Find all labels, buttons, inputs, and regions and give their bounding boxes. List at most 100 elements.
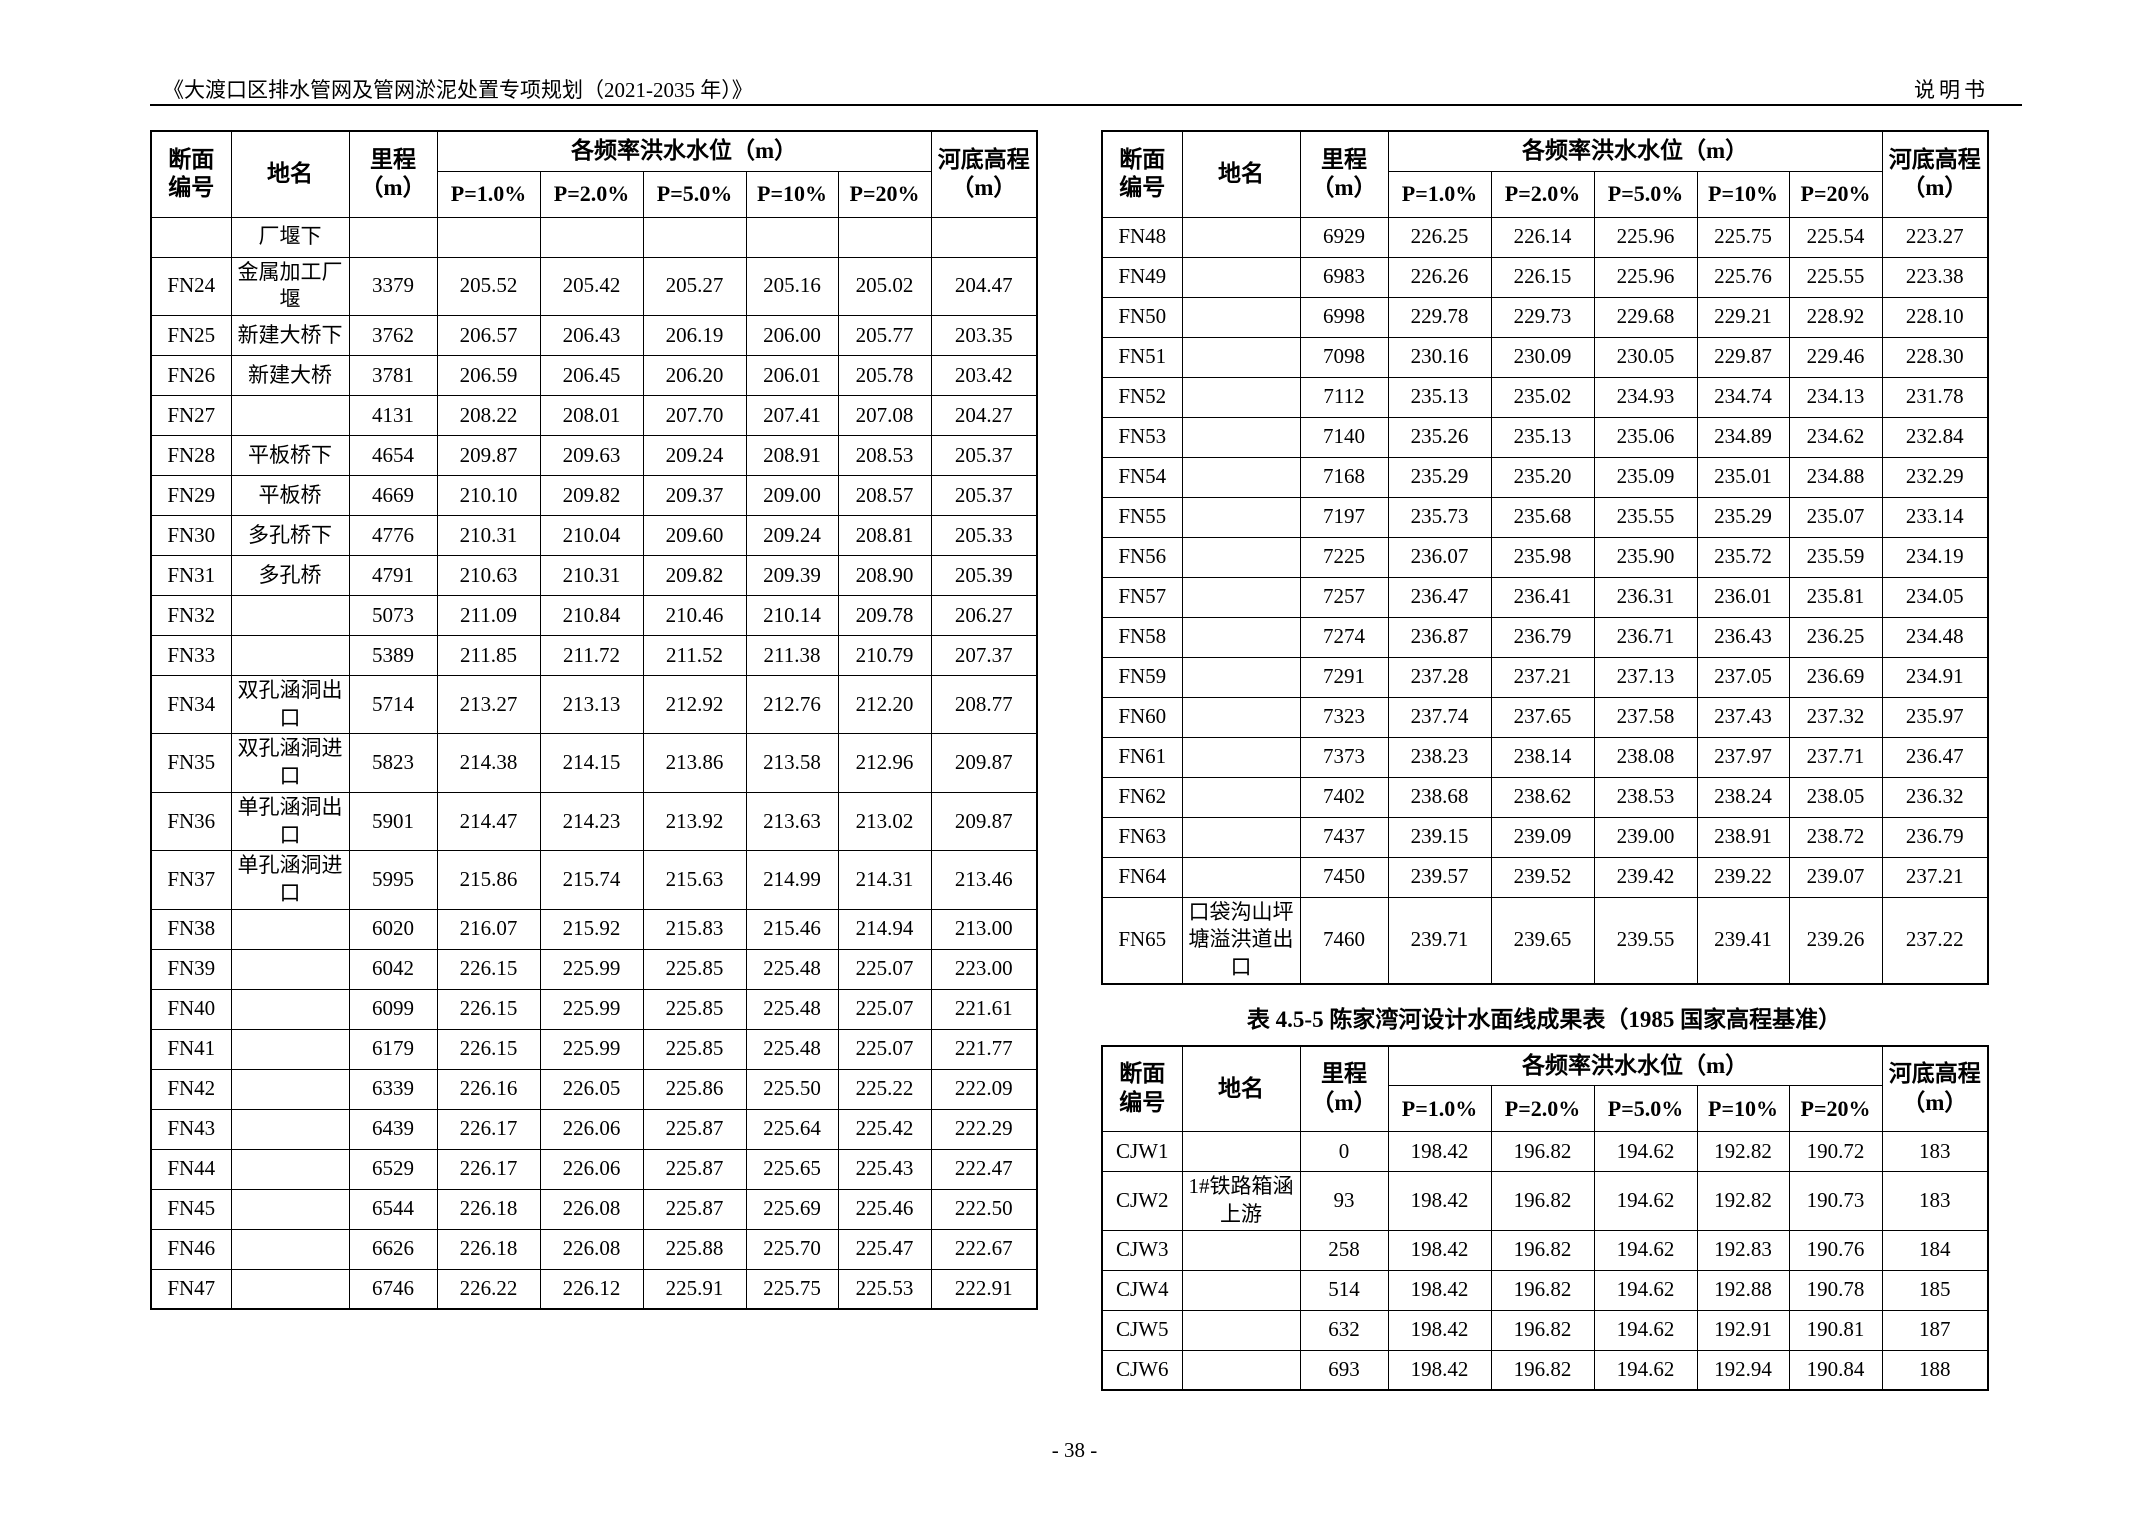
table-cell: CJW1	[1101, 1131, 1183, 1173]
table-row: CJW4 514 198.42 196.82 194.62 192.88 190.78 185	[1101, 1269, 1989, 1311]
table-cell: 7373	[1299, 736, 1389, 778]
table-cell: 236.87	[1387, 616, 1492, 658]
table-cell: 225.07	[837, 988, 932, 1030]
table-cell: 212.76	[745, 674, 839, 735]
table-cell: 213.00	[930, 908, 1038, 950]
table-cell: 多孔桥	[230, 554, 350, 596]
table-cell: 207.08	[837, 394, 932, 436]
table-cell	[1181, 296, 1301, 338]
table-cell: FN62	[1101, 776, 1183, 818]
table-cell: FN51	[1101, 336, 1183, 378]
table-cell: 236.32	[1881, 776, 1989, 818]
table-cell: 5823	[348, 733, 438, 793]
table-row: FN39 6042 226.15 225.99 225.85 225.48 225.07 22…	[150, 948, 1038, 990]
table-cell: 226.14	[1490, 216, 1595, 258]
table-cell: 225.22	[837, 1068, 932, 1110]
col-header-place-name: 地名	[1181, 130, 1301, 218]
table-cell	[1181, 416, 1301, 458]
table-cell: 225.65	[745, 1148, 839, 1190]
table-cell: 225.99	[539, 988, 644, 1030]
table-cell	[1181, 816, 1301, 858]
table-cell: FN25	[150, 314, 232, 356]
table-cell: FN55	[1101, 496, 1183, 538]
table-cell: 215.83	[642, 908, 747, 950]
table-cell: 3762	[348, 314, 438, 356]
table-cell: 225.48	[745, 948, 839, 990]
table-cell: 223.00	[930, 948, 1038, 990]
table-cell: 239.65	[1490, 896, 1595, 985]
table-cell: 190.76	[1788, 1229, 1883, 1271]
table-cell: 234.13	[1788, 376, 1883, 418]
table-cell: 198.42	[1387, 1309, 1492, 1351]
table-cell: 205.37	[930, 474, 1038, 516]
table-cell: 6544	[348, 1188, 438, 1230]
table-cell	[1181, 376, 1301, 418]
table-row: FN62 7402 238.68 238.62 238.53 238.24 238.05 23…	[1101, 776, 1989, 818]
table-cell: 3379	[348, 256, 438, 316]
table-cell: FN40	[150, 988, 232, 1030]
table-cell: 238.53	[1593, 776, 1698, 818]
table-cell: CJW5	[1101, 1309, 1183, 1351]
table-cell: 226.15	[436, 1028, 541, 1070]
table-cell: 7225	[1299, 536, 1389, 578]
table-row: FN54 7168 235.29 235.20 235.09 235.01 234.88 23…	[1101, 456, 1989, 498]
col-header-chainage: 里程 （m）	[348, 130, 438, 218]
flood-table-fn48-fn65: 断面 编号 地名 里程 （m） 各频率洪水水位（m） 河底高程 （m） P=1.…	[1101, 130, 1990, 985]
table-row: FN25 新建大桥下 3762 206.57 206.43 206.19 206.00 205…	[150, 314, 1038, 356]
table-row: FN52 7112 235.13 235.02 234.93 234.74 234.13 23…	[1101, 376, 1989, 418]
table-cell: FN41	[150, 1028, 232, 1070]
table-cell: 6746	[348, 1268, 438, 1310]
col-header-section-id: 断面 编号	[150, 130, 232, 218]
col-header-p2: P=2.0%	[539, 170, 644, 218]
table-cell: 237.71	[1788, 736, 1883, 778]
table-cell: 235.97	[1881, 696, 1989, 738]
table-cell: 7112	[1299, 376, 1389, 418]
table-cell: 228.92	[1788, 296, 1883, 338]
table-cell: 7197	[1299, 496, 1389, 538]
table-cell: 235.90	[1593, 536, 1698, 578]
table-cell	[230, 394, 350, 436]
table-cell: 225.55	[1788, 256, 1883, 298]
table-cell: 222.91	[930, 1268, 1038, 1310]
table-cell: 7437	[1299, 816, 1389, 858]
table-cell: 194.62	[1593, 1349, 1698, 1391]
table-cell: 196.82	[1490, 1309, 1595, 1351]
table-cell: 4776	[348, 514, 438, 556]
table-cell: 514	[1299, 1269, 1389, 1311]
table-cell: 209.63	[539, 434, 644, 476]
table-cell: 203.42	[930, 354, 1038, 396]
table-cell: 206.19	[642, 314, 747, 356]
table-cell	[230, 1108, 350, 1150]
table-row: FN36 单孔涵洞出口 5901 214.47 214.23 213.92 213.63 21…	[150, 791, 1038, 852]
table-cell: 190.84	[1788, 1349, 1883, 1391]
table-cell: 183	[1881, 1131, 1989, 1173]
table-cell: 209.60	[642, 514, 747, 556]
table-cell: 229.68	[1593, 296, 1698, 338]
table-cell: 5995	[348, 850, 438, 910]
table-cell: 226.18	[436, 1188, 541, 1230]
table-cell: 212.92	[642, 674, 747, 735]
table-row: CJW1 0 198.42 196.82 194.62 192.82 190.72 183	[1101, 1131, 1989, 1173]
table-cell: 209.87	[930, 733, 1038, 793]
table-cell: 206.27	[930, 594, 1038, 636]
table-cell: FN39	[150, 948, 232, 990]
table-cell: 222.47	[930, 1148, 1038, 1190]
table-cell: 235.72	[1696, 536, 1790, 578]
table-cell: 187	[1881, 1309, 1989, 1351]
table-cell: 632	[1299, 1309, 1389, 1351]
table-cell	[230, 908, 350, 950]
table-row: 厂堰下	[150, 216, 1038, 258]
table-cell: 单孔涵洞出口	[230, 791, 350, 852]
table-cell	[230, 988, 350, 1030]
table-cell: 183	[1881, 1171, 1989, 1231]
table-cell: 225.07	[837, 948, 932, 990]
table-cell: 209.39	[745, 554, 839, 596]
table-cell: 239.55	[1593, 896, 1698, 985]
table-cell: 239.09	[1490, 816, 1595, 858]
table-cell: 235.09	[1593, 456, 1698, 498]
table-cell: 239.15	[1387, 816, 1492, 858]
table-cell: 6020	[348, 908, 438, 950]
table-cell: 208.01	[539, 394, 644, 436]
table-cell: 221.77	[930, 1028, 1038, 1070]
table-row: FN38 6020 216.07 215.92 215.83 215.46 214.94 21…	[150, 908, 1038, 950]
